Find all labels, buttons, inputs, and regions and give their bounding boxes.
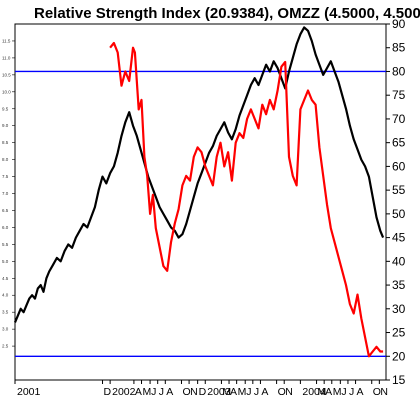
right-tick-label: 65 bbox=[392, 136, 406, 150]
left-tick-label: 9.5 bbox=[2, 106, 9, 111]
right-tick-label: 20 bbox=[392, 349, 406, 363]
x-tick-label: J bbox=[349, 386, 354, 398]
right-axis-ticks: 15 20 25 30 35 40 45 50 55 60 65 70 75 80 85 90 bbox=[386, 17, 406, 387]
left-axis-ticks: 2.5 3.0 3.5 4.0 4.5 5.0 5.5 6.0 6.5 7.0 7.5 8.0 8.5 9… bbox=[2, 38, 15, 349]
left-tick-label: 3.5 bbox=[2, 310, 9, 315]
x-tick-label: 2002 bbox=[112, 386, 136, 398]
right-tick-label: 55 bbox=[392, 183, 406, 197]
right-tick-label: 25 bbox=[392, 326, 406, 340]
x-tick-label: M bbox=[333, 386, 342, 398]
left-tick-label: 4.0 bbox=[2, 293, 9, 298]
x-tick-label: 2001 bbox=[17, 386, 41, 398]
x-tick-label: O bbox=[373, 386, 381, 398]
left-tick-label: 5.5 bbox=[2, 242, 9, 247]
x-tick-label: M bbox=[318, 386, 327, 398]
left-tick-label: 11.5 bbox=[2, 38, 11, 43]
x-tick-label: M bbox=[222, 386, 231, 398]
x-tick-label: J bbox=[254, 386, 259, 398]
left-tick-label: 11.0 bbox=[2, 55, 11, 60]
right-tick-label: 70 bbox=[392, 112, 406, 126]
x-tick-label: M bbox=[238, 386, 247, 398]
x-tick-label: J bbox=[159, 386, 164, 398]
right-tick-label: 45 bbox=[392, 231, 406, 245]
right-tick-label: 75 bbox=[392, 88, 406, 102]
x-tick-label: J bbox=[151, 386, 156, 398]
left-tick-label: 2.5 bbox=[2, 344, 9, 349]
x-tick-label: A bbox=[325, 386, 332, 398]
right-tick-label: 50 bbox=[392, 207, 406, 221]
x-tick-label: D bbox=[199, 386, 207, 398]
right-tick-label: 40 bbox=[392, 254, 406, 268]
right-tick-label: 30 bbox=[392, 302, 406, 316]
left-tick-label: 6.5 bbox=[2, 208, 9, 213]
x-tick-label: A bbox=[166, 386, 173, 398]
x-tick-label: J bbox=[246, 386, 251, 398]
series-line-red bbox=[109, 41, 384, 358]
left-tick-label: 9.0 bbox=[2, 123, 9, 128]
right-tick-label: 15 bbox=[392, 373, 406, 387]
left-tick-label: 5.0 bbox=[2, 259, 9, 264]
x-tick-label: A bbox=[261, 386, 268, 398]
left-tick-label: 7.0 bbox=[2, 191, 9, 196]
plot-frame bbox=[14, 23, 387, 381]
left-tick-label: 3.0 bbox=[2, 327, 9, 332]
x-tick-label: N bbox=[285, 386, 293, 398]
x-tick-label: A bbox=[135, 386, 142, 398]
x-tick-label: A bbox=[357, 386, 364, 398]
left-tick-label: 8.0 bbox=[2, 157, 9, 162]
left-tick-label: 10.5 bbox=[2, 72, 11, 77]
x-tick-label: N bbox=[380, 386, 388, 398]
x-tick-label: D bbox=[104, 386, 112, 398]
x-tick-label: M bbox=[143, 386, 152, 398]
x-tick-label: O bbox=[182, 386, 190, 398]
left-tick-label: 8.5 bbox=[2, 140, 9, 145]
series-lines bbox=[13, 26, 385, 358]
x-tick-label: O bbox=[278, 386, 286, 398]
x-tick-label: 2004 bbox=[302, 386, 326, 398]
chart-title: Relative Strength Index (20.9384), OMZZ … bbox=[34, 5, 420, 22]
right-tick-label: 90 bbox=[392, 17, 406, 31]
x-tick-label: J bbox=[341, 386, 346, 398]
series-line-black bbox=[13, 26, 385, 323]
right-tick-label: 80 bbox=[392, 64, 406, 78]
right-tick-label: 85 bbox=[392, 41, 406, 55]
right-tick-label: 60 bbox=[392, 159, 406, 173]
left-tick-label: 6.0 bbox=[2, 225, 9, 230]
x-tick-label: A bbox=[230, 386, 237, 398]
left-tick-label: 4.5 bbox=[2, 276, 9, 281]
x-tick-label: N bbox=[190, 386, 198, 398]
left-tick-label: 10.0 bbox=[2, 89, 11, 94]
left-tick-label: 7.5 bbox=[2, 174, 9, 179]
right-tick-label: 35 bbox=[392, 278, 406, 292]
x-tick-label: 2003 bbox=[207, 386, 231, 398]
